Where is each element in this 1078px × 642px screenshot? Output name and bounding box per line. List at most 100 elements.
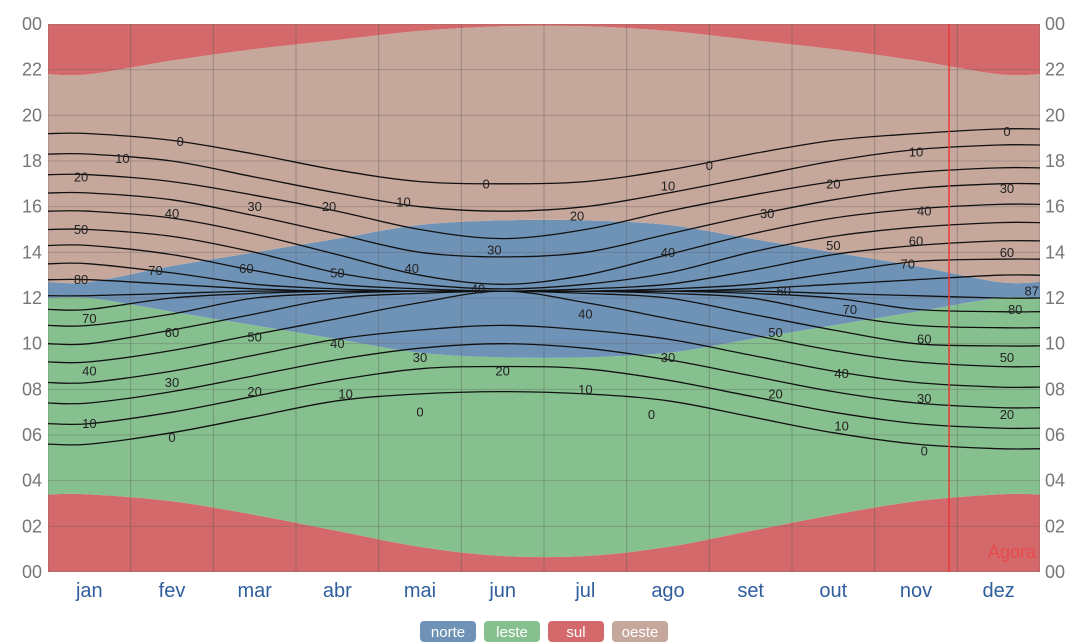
x-tick-label-jul: jul [574, 580, 595, 602]
contour-label: 60 [909, 233, 923, 248]
contour-label: 50 [247, 329, 261, 344]
contour-label: 20 [74, 169, 88, 184]
contour-label: 70 [900, 256, 914, 271]
contour-label: 10 [909, 144, 923, 159]
contour-label: 80 [1008, 302, 1022, 317]
contour-label: 0 [416, 405, 423, 420]
contour-label: 10 [396, 195, 410, 210]
contour-line-30 [48, 182, 1040, 258]
x-tick-label-out: out [819, 580, 847, 602]
contour-line-50 [48, 221, 1040, 290]
contour-label: 0 [168, 430, 175, 445]
legend-label-oeste: oeste [622, 624, 659, 641]
legend-swatch-leste [484, 621, 540, 642]
contour-label: 30 [1000, 181, 1014, 196]
contour-line-40 [48, 290, 1040, 368]
contour-line-10 [48, 365, 1040, 430]
contour-label: 40 [661, 245, 675, 260]
y-tick-label-left: 04 [22, 471, 42, 491]
x-tick-label-jun: jun [488, 580, 516, 602]
contour-label: 30 [247, 199, 261, 214]
y-tick-label-right: 04 [1045, 471, 1065, 491]
y-tick-label-left: 16 [22, 197, 42, 217]
band-oeste [48, 25, 1040, 284]
contour-line-80 [48, 290, 1040, 299]
band-leste [48, 296, 1040, 558]
plot-area: 0 0 0 0 10 10 10 10 20 20 20 20 30 30 30 30 40 40 40 40 50 50… [48, 24, 1040, 572]
contour-label: 40 [165, 206, 179, 221]
contour-label: 20 [826, 176, 840, 191]
y-tick-label-left: 18 [22, 151, 42, 171]
y-tick-label-right: 00 [1045, 562, 1065, 582]
contour-label: 60 [917, 332, 931, 347]
contour-label: 10 [578, 382, 592, 397]
contour-label: 60 [239, 261, 253, 276]
contour-label: 10 [115, 151, 129, 166]
contour-label: 50 [826, 238, 840, 253]
contour-label: 30 [487, 243, 501, 258]
contour-label: 60 [165, 325, 179, 340]
x-tick-label-mar: mar [237, 580, 272, 602]
legend: norte leste sul oeste [420, 621, 668, 642]
legend-swatch-norte [420, 621, 476, 642]
contour-label: 50 [74, 222, 88, 237]
contour-label: 10 [338, 386, 352, 401]
x-tick-label-set: set [737, 580, 764, 602]
contour-label: 0 [648, 407, 655, 422]
y-tick-label-right: 16 [1045, 197, 1065, 217]
legend-label-norte: norte [431, 624, 465, 641]
y-tick-label-left: 02 [22, 516, 42, 536]
x-tick-label-nov: nov [900, 580, 932, 602]
y-tick-label-left: 08 [22, 379, 42, 399]
y-tick-label-right: 08 [1045, 379, 1065, 399]
legend-label-leste: leste [496, 624, 528, 641]
contour-label: 50 [768, 325, 782, 340]
contour-label: 40 [917, 204, 931, 219]
contour-label: 40 [834, 366, 848, 381]
contour-label: 0 [483, 176, 490, 191]
y-tick-label-left: 00 [22, 14, 42, 34]
y-tick-label-right: 06 [1045, 425, 1065, 445]
contour-label: 20 [768, 386, 782, 401]
y-tick-label-left: 12 [22, 288, 42, 308]
y-tick-label-right: 18 [1045, 151, 1065, 171]
x-tick-label-jan: jan [75, 580, 103, 602]
contour-label: 20 [495, 364, 509, 379]
contour-label: 40 [578, 306, 592, 321]
y-tick-label-right: 12 [1045, 288, 1065, 308]
contour-label: 0 [1003, 124, 1010, 139]
contour-label: 10 [834, 418, 848, 433]
y-tick-label-right: 00 [1045, 14, 1065, 34]
contour-label: 40 [404, 261, 418, 276]
y-tick-label-right: 22 [1045, 60, 1065, 80]
contour-label: 40 [471, 281, 485, 296]
contour-line-50 [48, 290, 1040, 347]
legend-label-sul: sul [566, 624, 585, 641]
x-tick-label-fev: fev [159, 580, 186, 602]
contour-line-40 [48, 203, 1040, 285]
contour-label: 30 [760, 206, 774, 221]
y-tick-label-right: 20 [1045, 105, 1065, 125]
contour-label: 70 [82, 311, 96, 326]
contour-label: 20 [1000, 407, 1014, 422]
y-tick-label-left: 14 [22, 242, 42, 262]
x-tick-label-abr: abr [323, 580, 352, 602]
contour-line-0 [48, 390, 1040, 450]
y-tick-label-left: 00 [22, 562, 42, 582]
x-tick-label-mai: mai [404, 580, 436, 602]
y-tick-label-left: 10 [22, 334, 42, 354]
contour-label: 30 [661, 350, 675, 365]
contour-label: 40 [82, 364, 96, 379]
band-sul-top [48, 24, 1040, 76]
contour-label: 10 [82, 416, 96, 431]
contour-label: 50 [330, 265, 344, 280]
contour-line-30 [48, 324, 1040, 389]
y-tick-label-right: 10 [1045, 334, 1065, 354]
contour-label: 10 [661, 179, 675, 194]
contour-label: 30 [917, 391, 931, 406]
y-tick-label-right: 14 [1045, 242, 1065, 262]
y-tick-label-left: 22 [22, 60, 42, 80]
y-tick-label-left: 20 [22, 105, 42, 125]
x-tick-label-dez: dez [983, 580, 1015, 602]
